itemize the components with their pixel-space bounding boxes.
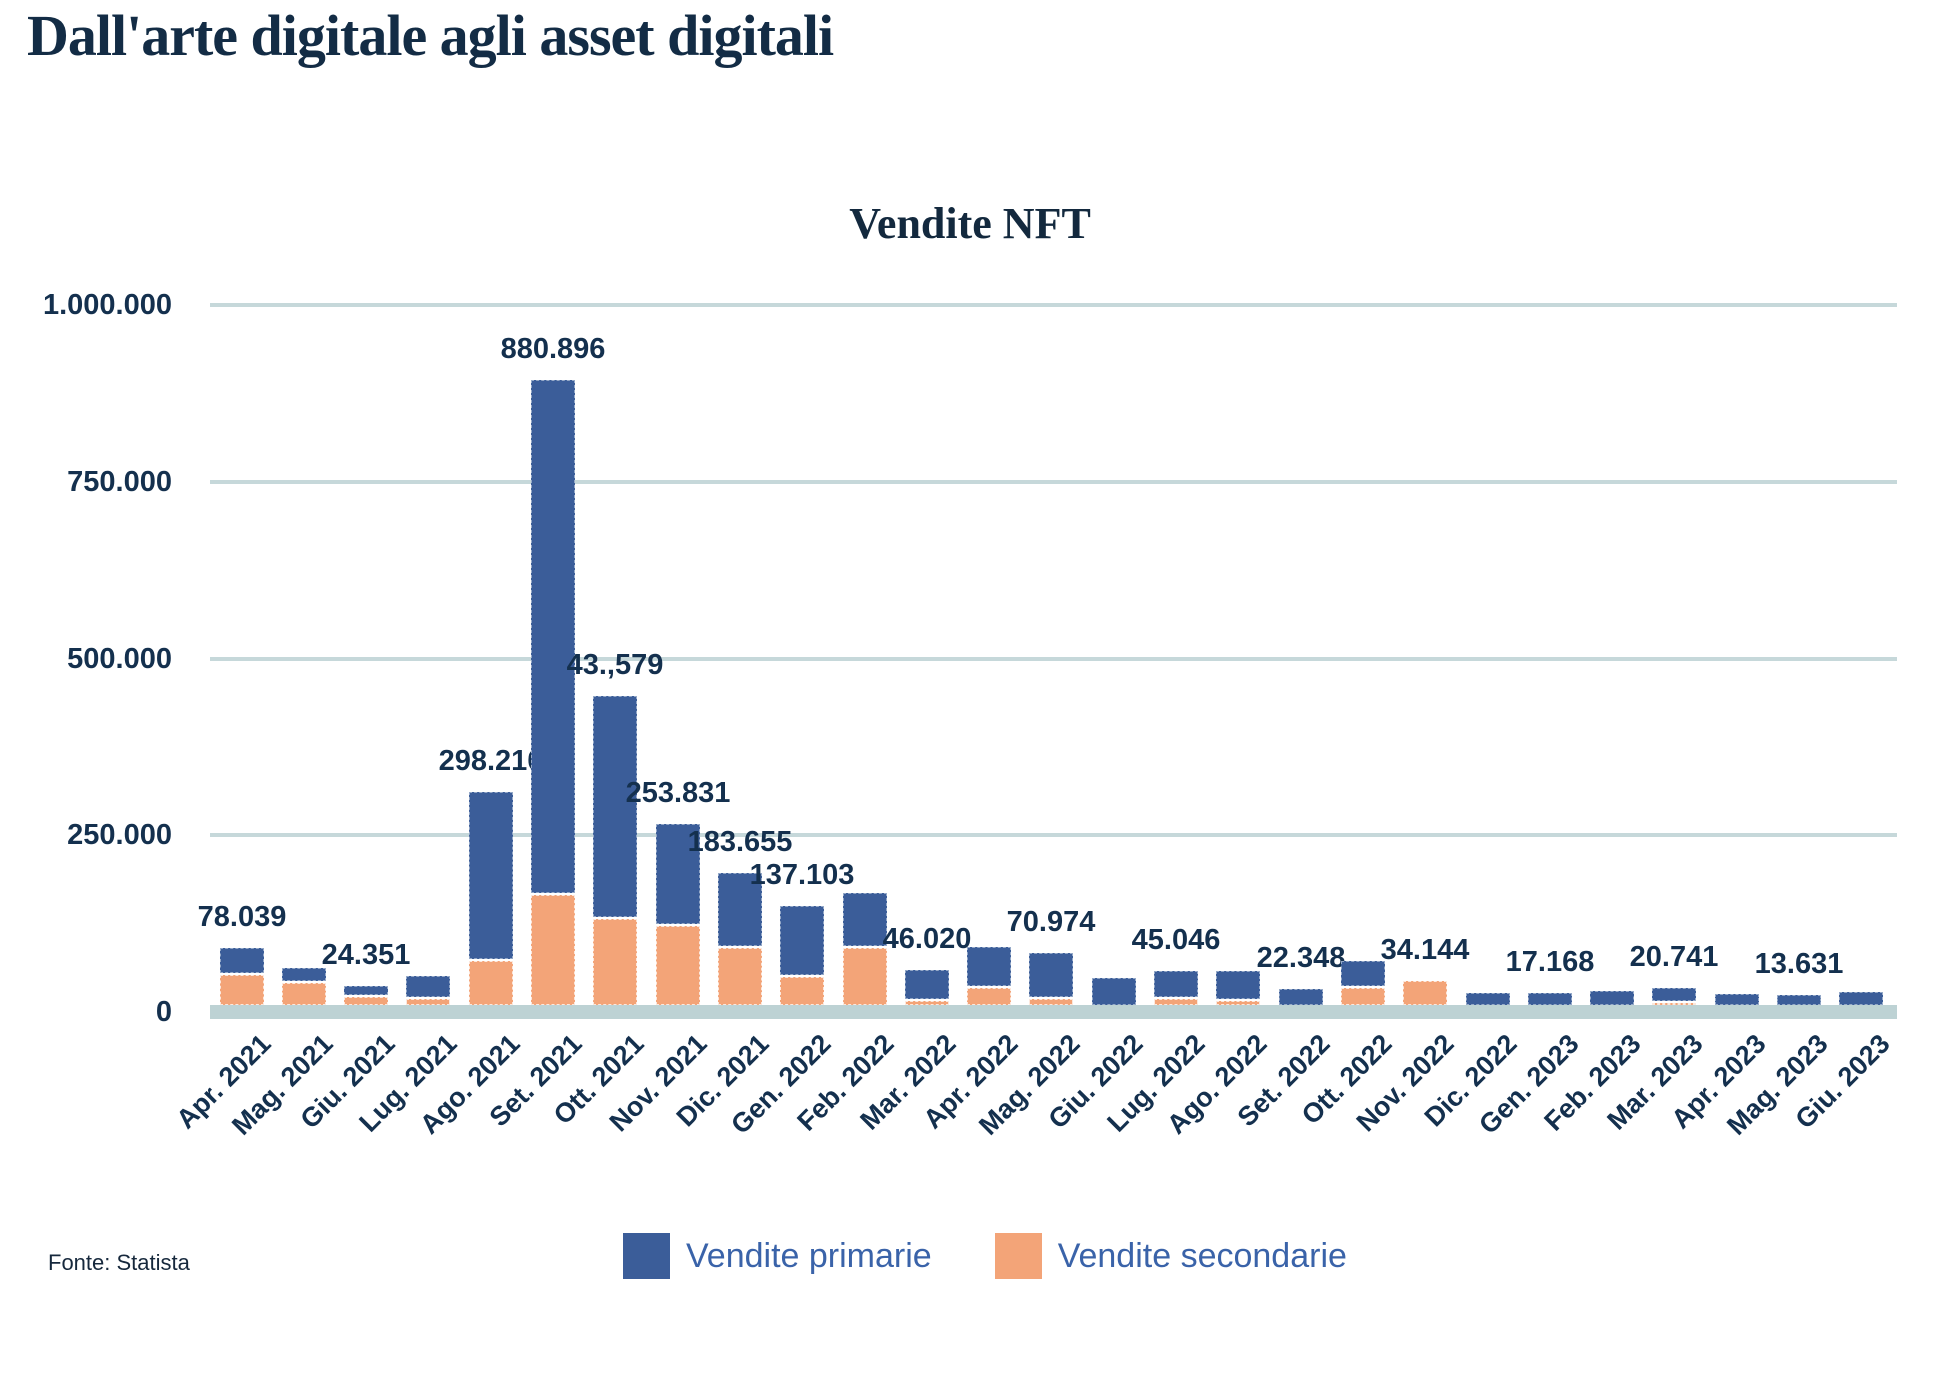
bar-value-label: 46.020 <box>882 923 972 955</box>
bar-segment-primary <box>344 986 388 995</box>
bar-segment-secondary <box>469 961 513 1005</box>
x-axis-line <box>210 1005 1897 1019</box>
bar-segment-primary <box>1590 991 1634 1005</box>
bar-segment-primary <box>531 380 575 893</box>
bar-segment-primary <box>1216 971 1260 999</box>
bar-value-label: 34.144 <box>1380 934 1470 966</box>
bar-segment-secondary <box>406 999 450 1005</box>
bar-segment-secondary <box>1154 999 1198 1005</box>
chart-title: Vendite NFT <box>849 199 1091 248</box>
bar-value-label: 17.168 <box>1505 946 1595 978</box>
bar-segment-primary <box>1092 978 1136 1005</box>
gridline <box>210 480 1897 484</box>
bar-segment-secondary <box>344 997 388 1005</box>
bar-value-label: 20.741 <box>1629 941 1719 973</box>
bar-segment-primary <box>469 792 513 959</box>
legend-label-primary: Vendite primarie <box>686 1237 932 1275</box>
y-axis-tick-label: 1.000.000 <box>42 289 172 321</box>
legend-swatch-secondary <box>994 1233 1042 1279</box>
bar-value-label: 183.655 <box>687 826 793 858</box>
bar-segment-primary <box>1715 994 1759 1005</box>
legend-label-secondary: Vendite secondarie <box>1057 1237 1347 1275</box>
page-title: Dall'arte digitale agli asset digitali <box>27 3 834 68</box>
bar-segment-secondary <box>1216 1001 1260 1005</box>
bar-segment-primary <box>282 968 326 981</box>
gridline <box>210 833 1897 837</box>
bar-segment-primary <box>1466 993 1510 1005</box>
bar-segment-primary <box>1528 993 1572 1005</box>
bar-segment-secondary <box>220 975 264 1005</box>
bar-value-label: 137.103 <box>749 859 855 891</box>
legend-item-secondary: Vendite secondarie <box>994 1233 1347 1279</box>
bar-segment-secondary <box>843 948 887 1005</box>
bar-segment-secondary <box>282 983 326 1005</box>
legend-item-primary: Vendite primarie <box>623 1233 932 1279</box>
bar-value-label: 253.831 <box>625 777 731 809</box>
y-axis-tick-label: 250.000 <box>67 819 172 851</box>
bar-value-label: 78.039 <box>197 901 287 933</box>
bar-segment-secondary <box>1029 999 1073 1005</box>
bar-segment-primary <box>905 970 949 999</box>
gridline <box>210 303 1897 307</box>
y-axis-tick-label: 500.000 <box>67 643 172 675</box>
bar-value-label: 13.631 <box>1754 948 1844 980</box>
bar-segment-secondary <box>593 919 637 1005</box>
bar-segment-primary <box>656 824 700 924</box>
bar-segment-secondary <box>718 948 762 1005</box>
bar-segment-primary <box>843 893 887 946</box>
bar-segment-primary <box>220 948 264 973</box>
bar-value-label: 45.046 <box>1131 924 1221 956</box>
bar-segment-secondary <box>905 1001 949 1005</box>
bar-value-label: 298.210 <box>438 745 544 777</box>
bar-segment-secondary <box>531 895 575 1005</box>
gridline <box>210 657 1897 661</box>
bar-segment-secondary <box>1341 988 1385 1005</box>
bar-value-label: 70.974 <box>1006 906 1096 938</box>
y-axis-tick-label: 750.000 <box>67 466 172 498</box>
bar-segment-secondary <box>780 977 824 1005</box>
source-note: Fonte: Statista <box>48 1250 190 1275</box>
bar-segment-primary <box>1777 995 1821 1005</box>
chart-legend: Vendite primarie Vendite secondarie <box>623 1233 1347 1279</box>
bar-segment-primary <box>593 696 637 917</box>
bar-segment-secondary <box>656 926 700 1005</box>
bar-segment-primary <box>1279 989 1323 1005</box>
bar-segment-primary <box>1652 988 1696 1001</box>
bar-segment-primary <box>1839 992 1883 1005</box>
bar-segment-secondary <box>1403 981 1447 1005</box>
bar-segment-primary <box>1341 961 1385 986</box>
bar-segment-primary <box>406 976 450 997</box>
bar-segment-primary <box>780 906 824 975</box>
legend-swatch-primary <box>623 1233 670 1279</box>
bar-segment-primary <box>967 947 1011 986</box>
y-axis-tick-label: 0 <box>155 996 172 1028</box>
bar-value-label: 43.,579 <box>566 649 664 681</box>
bar-segment-secondary <box>967 988 1011 1005</box>
bar-segment-primary <box>718 873 762 946</box>
bar-value-label: 880.896 <box>500 333 606 365</box>
bar-value-label: 24.351 <box>321 939 411 971</box>
bar-segment-primary <box>1029 953 1073 997</box>
bar-segment-secondary <box>1652 1003 1696 1005</box>
bar-value-label: 22.348 <box>1256 942 1346 974</box>
bar-segment-primary <box>1154 971 1198 997</box>
